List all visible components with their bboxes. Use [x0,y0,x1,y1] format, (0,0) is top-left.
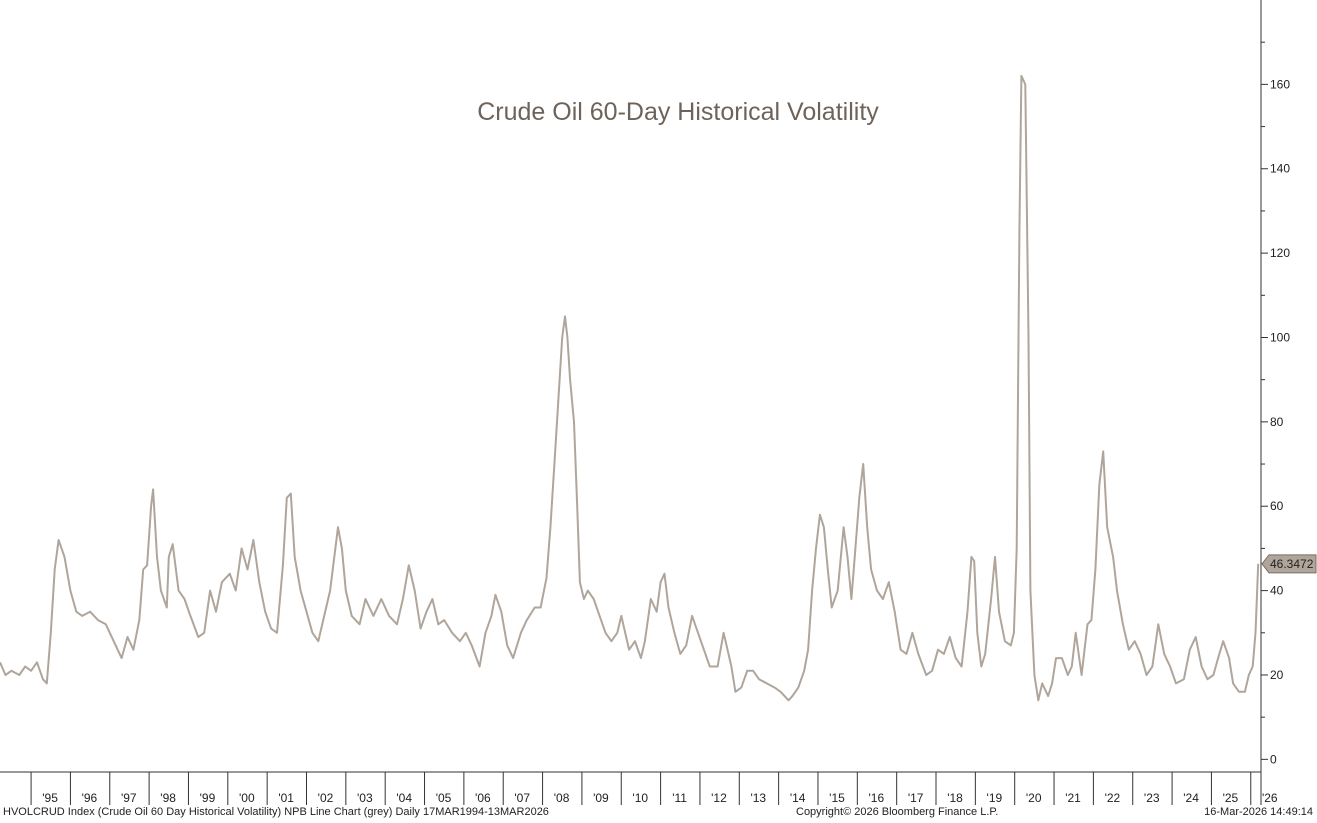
y-tick-label: 60 [1270,499,1284,513]
x-tick-label: '14 [790,791,806,805]
x-tick-label: '97 [121,791,137,805]
series-layer [0,74,1260,702]
x-tick-label: '24 [1183,791,1199,805]
x-tick-label: '98 [160,791,176,805]
chart-title: Crude Oil 60-Day Historical Volatility [477,98,879,126]
x-tick-label: '25 [1223,791,1239,805]
x-tick-label: '26 [1262,791,1278,805]
x-tick-label: '99 [200,791,216,805]
x-tick-label: '23 [1144,791,1160,805]
x-tick-label: '22 [1105,791,1121,805]
x-tick-label: '09 [593,791,609,805]
y-tick-label: 100 [1270,330,1290,344]
x-tick-label: '19 [987,791,1003,805]
x-tick-label: '02 [318,791,334,805]
x-tick-label: '10 [632,791,648,805]
footer-copyright: Copyright© 2026 Bloomberg Finance L.P. [796,806,999,818]
x-tick-label: '11 [672,791,687,805]
y-tick-label: 0 [1270,752,1277,766]
footer-timestamp: 16-Mar-2026 14:49:14 [1204,806,1313,818]
x-tick-label: '00 [239,791,255,805]
x-tick-label: '03 [357,791,373,805]
y-axis: 0 20 40 60 80 100 120 140 160 [1260,0,1290,805]
x-tick-label: '06 [475,791,491,805]
series-line [0,74,1260,702]
x-tick-label: '15 [829,791,845,805]
y-tick-label: 80 [1270,415,1284,429]
x-tick-label: '18 [947,791,963,805]
x-tick-label: '12 [711,791,727,805]
y-tick-label: 40 [1270,584,1284,598]
x-tick-label: '20 [1026,791,1042,805]
x-tick-label: '01 [278,791,294,805]
last-value-marker: 46.3472 [1261,554,1317,574]
x-axis: '95 '96 '97 '98 '99 '00 '01 '02 '03 '04 '05 '06 '07 '… [0,771,1278,805]
footer-source: HVOLCRUD Index (Crude Oil 60 Day Histori… [3,806,549,818]
x-tick-label: '95 [42,791,58,805]
x-tick-label: '13 [750,791,766,805]
y-tick-label: 140 [1270,162,1290,176]
y-tick-label: 20 [1270,668,1284,682]
x-tick-label: '05 [436,791,452,805]
x-tick-label: '16 [869,791,885,805]
y-tick-label: 160 [1270,77,1290,91]
last-value-tag [1261,554,1317,574]
last-value-label: 46.3472 [1270,557,1314,571]
x-tick-label: '96 [82,791,98,805]
x-tick-label: '08 [554,791,570,805]
x-tick-label: '07 [514,791,530,805]
x-tick-label: '17 [908,791,924,805]
x-tick-label: '04 [396,791,412,805]
y-tick-label: 120 [1270,246,1290,260]
x-tick-label: '21 [1065,791,1081,805]
